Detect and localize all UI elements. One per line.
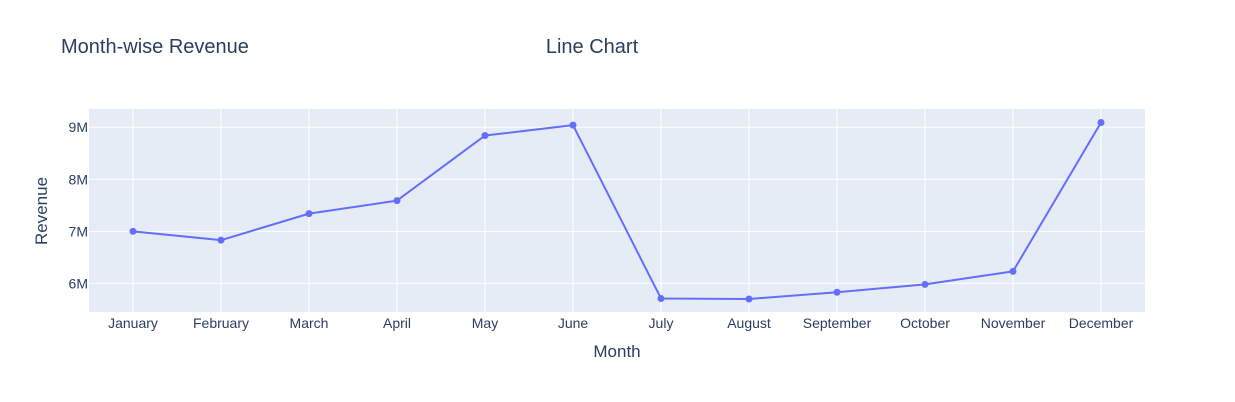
x-tick-label: January xyxy=(108,315,158,331)
x-tick-label: May xyxy=(472,315,498,331)
x-axis-ticks: January February March April May June July Augu… xyxy=(108,315,1134,331)
grid-lines xyxy=(89,109,1145,312)
x-tick-label: November xyxy=(981,315,1046,331)
data-point xyxy=(1009,267,1017,275)
x-axis-title: Month xyxy=(593,342,640,361)
y-tick-label: 6M xyxy=(69,275,88,291)
x-tick-label: April xyxy=(383,315,411,331)
data-point xyxy=(921,280,929,288)
data-point xyxy=(481,132,489,140)
chart-title: Month-wise Revenue xyxy=(61,36,249,58)
data-point xyxy=(1097,119,1105,127)
x-tick-label: December xyxy=(1069,315,1134,331)
data-point xyxy=(393,197,401,205)
data-point xyxy=(833,288,841,296)
x-tick-label: October xyxy=(900,315,950,331)
x-tick-label: March xyxy=(290,315,329,331)
chart-subtitle: Line Chart xyxy=(546,36,639,58)
y-tick-label: 9M xyxy=(69,119,88,135)
x-tick-label: February xyxy=(193,315,249,331)
y-tick-label: 7M xyxy=(69,223,88,239)
data-point xyxy=(569,121,577,129)
x-tick-label: June xyxy=(558,315,589,331)
x-tick-label: September xyxy=(803,315,872,331)
data-point xyxy=(305,210,313,218)
y-tick-label: 8M xyxy=(69,171,88,187)
data-point xyxy=(657,294,665,302)
revenue-series-line xyxy=(132,122,1102,300)
x-tick-label: August xyxy=(727,315,771,331)
data-point xyxy=(745,295,753,303)
y-axis-title: Revenue xyxy=(32,177,51,245)
y-axis-ticks: 6M 7M 8M 9M xyxy=(69,119,88,291)
series-layer xyxy=(129,119,1105,303)
data-point xyxy=(217,236,225,244)
data-point xyxy=(129,227,137,235)
x-tick-label: July xyxy=(649,315,674,331)
